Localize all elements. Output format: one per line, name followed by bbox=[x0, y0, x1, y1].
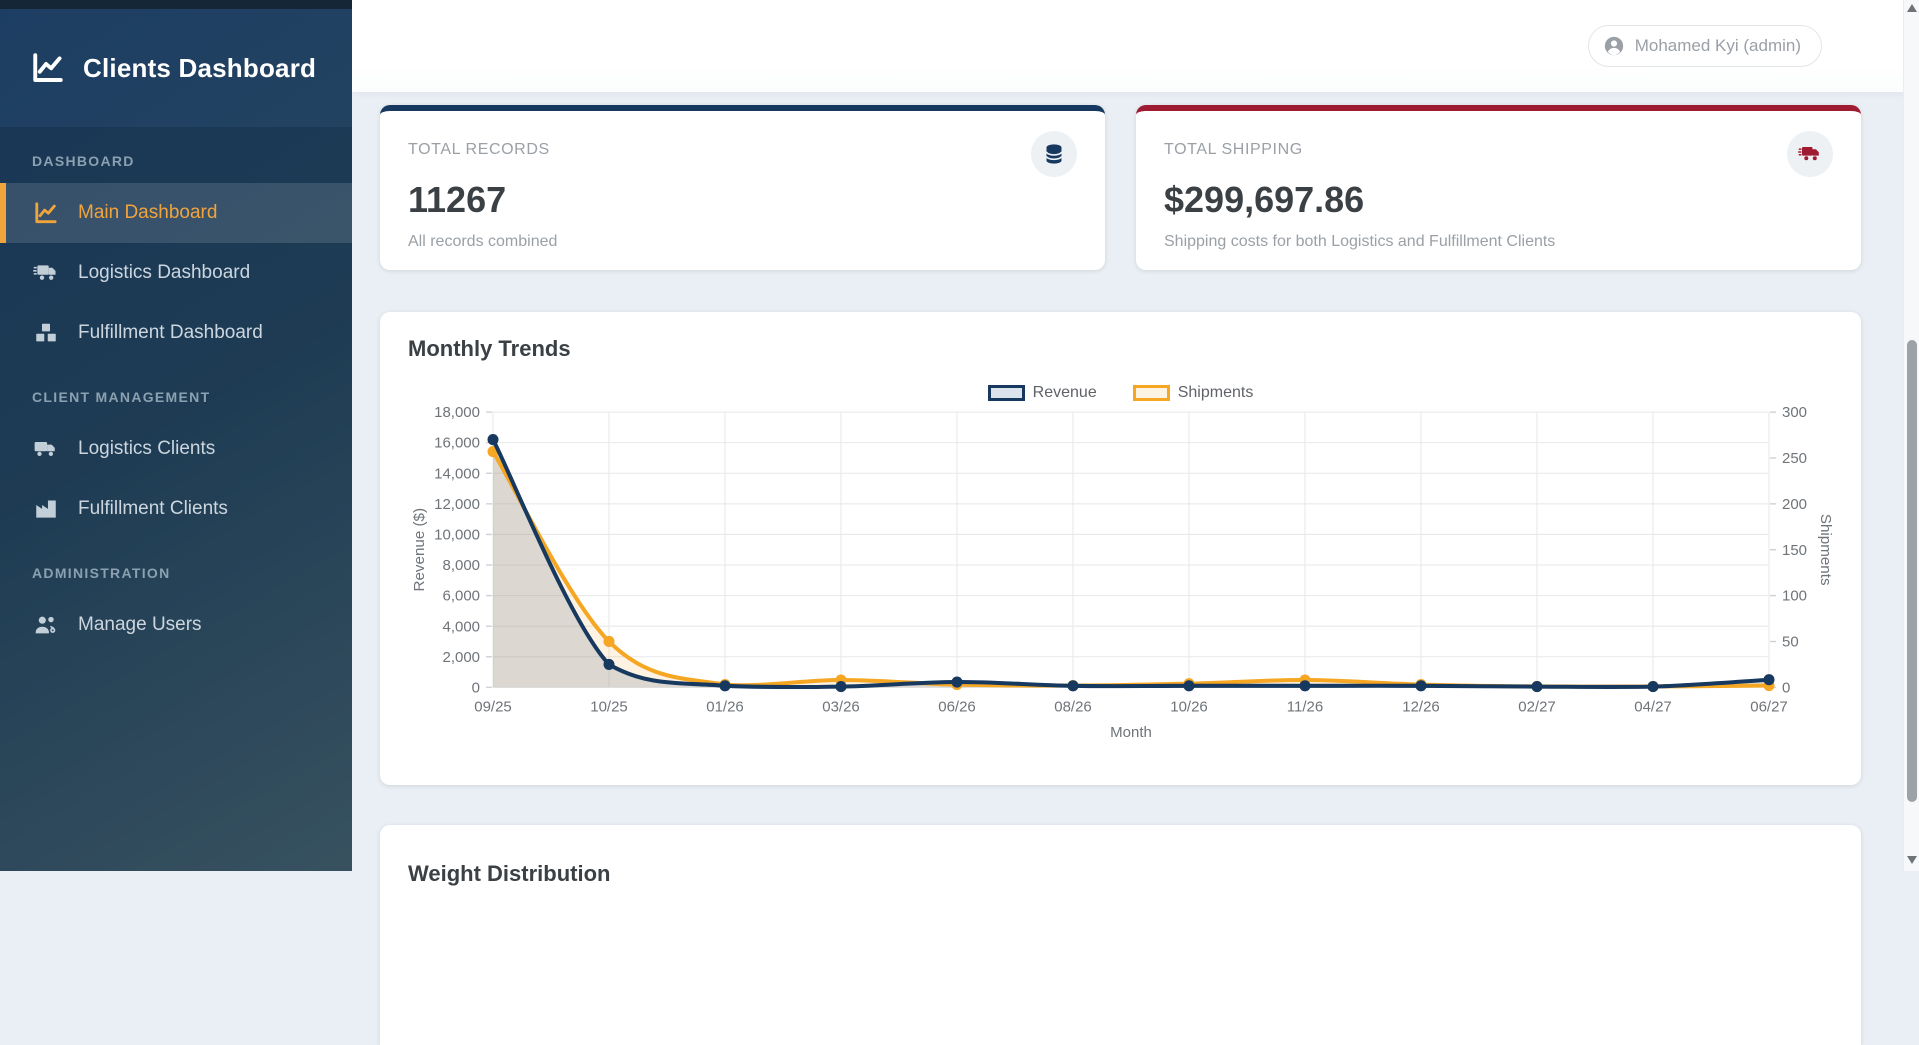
svg-text:03/26: 03/26 bbox=[822, 699, 860, 716]
svg-text:11/26: 11/26 bbox=[1287, 699, 1323, 716]
svg-text:0: 0 bbox=[1782, 679, 1790, 696]
svg-text:12/26: 12/26 bbox=[1402, 699, 1440, 716]
svg-text:Revenue ($): Revenue ($) bbox=[411, 508, 428, 591]
stat-value: $299,697.86 bbox=[1164, 179, 1365, 220]
svg-text:10/26: 10/26 bbox=[1170, 699, 1208, 716]
sidebar-item-label: Fulfillment Clients bbox=[78, 498, 228, 519]
sidebar-header: Clients Dashboard bbox=[0, 9, 352, 127]
stat-caption: All records combined bbox=[408, 233, 558, 250]
user-name: Mohamed Kyi (admin) bbox=[1634, 36, 1801, 55]
scrollbar-thumb[interactable] bbox=[1907, 340, 1917, 802]
stat-value: 11267 bbox=[408, 179, 507, 220]
svg-text:200: 200 bbox=[1782, 496, 1807, 513]
svg-text:16,000: 16,000 bbox=[434, 435, 480, 452]
sidebar-item-label: Manage Users bbox=[78, 614, 202, 635]
chart-title: Monthly Trends bbox=[408, 336, 571, 361]
sidebar-item-fulfillment-clients[interactable]: Fulfillment Clients bbox=[0, 479, 352, 539]
svg-text:0: 0 bbox=[472, 679, 480, 696]
svg-text:01/26: 01/26 bbox=[706, 699, 744, 716]
svg-text:50: 50 bbox=[1782, 633, 1799, 650]
sidebar-item-label: Logistics Dashboard bbox=[78, 262, 251, 283]
svg-text:100: 100 bbox=[1782, 588, 1807, 605]
sidebar-item-logistics-dashboard[interactable]: Logistics Dashboard bbox=[0, 243, 352, 303]
users-gear-icon bbox=[33, 612, 59, 638]
svg-text:02/27: 02/27 bbox=[1518, 699, 1556, 716]
sidebar-item-label: Main Dashboard bbox=[78, 202, 218, 223]
svg-text:6,000: 6,000 bbox=[442, 588, 480, 605]
stat-card-total-records: TOTAL RECORDS 11267 All records combined bbox=[380, 105, 1105, 270]
svg-text:Shipments: Shipments bbox=[1817, 514, 1833, 586]
sidebar-item-manage-users[interactable]: Manage Users bbox=[0, 595, 352, 655]
stat-label: TOTAL SHIPPING bbox=[1164, 141, 1303, 158]
stats-row: TOTAL RECORDS 11267 All records combined… bbox=[380, 105, 1861, 270]
section-label-administration: ADMINISTRATION bbox=[32, 565, 171, 581]
user-circle-icon bbox=[1603, 35, 1625, 57]
weight-distribution-card: Weight Distribution bbox=[380, 825, 1861, 1045]
stat-card-header: TOTAL RECORDS bbox=[408, 131, 1077, 177]
svg-text:06/27: 06/27 bbox=[1750, 699, 1788, 716]
svg-text:18,000: 18,000 bbox=[434, 404, 480, 421]
monthly-trends-chart: 18,000 16,000 14,000 12,000 10,000 8,000 6,000… bbox=[411, 404, 1833, 741]
svg-text:10/25: 10/25 bbox=[590, 699, 628, 716]
svg-text:250: 250 bbox=[1782, 450, 1807, 467]
svg-text:10,000: 10,000 bbox=[434, 526, 480, 543]
stat-icon-circle bbox=[1031, 131, 1077, 177]
truck-icon bbox=[33, 436, 59, 462]
page-scrollbar[interactable] bbox=[1903, 0, 1919, 871]
topbar: Mohamed Kyi (admin) bbox=[352, 0, 1919, 92]
svg-text:8,000: 8,000 bbox=[442, 557, 480, 574]
svg-text:14,000: 14,000 bbox=[434, 465, 480, 482]
svg-text:06/26: 06/26 bbox=[938, 699, 976, 716]
svg-text:2,000: 2,000 bbox=[442, 649, 480, 666]
sidebar-item-label: Logistics Clients bbox=[78, 438, 216, 459]
svg-text:04/27: 04/27 bbox=[1634, 699, 1672, 716]
svg-text:12,000: 12,000 bbox=[434, 496, 480, 513]
content: TOTAL RECORDS 11267 All records combined… bbox=[352, 92, 1919, 1045]
shipments-swatch-icon bbox=[1132, 385, 1170, 401]
svg-text:09/25: 09/25 bbox=[474, 699, 512, 716]
svg-text:4,000: 4,000 bbox=[442, 618, 480, 635]
stat-card-total-shipping: TOTAL SHIPPING $299,697.86 Shipping cost… bbox=[1136, 105, 1861, 270]
industry-icon bbox=[33, 496, 59, 522]
sidebar-item-logistics-clients[interactable]: Logistics Clients bbox=[0, 419, 352, 479]
sidebar-item-label: Fulfillment Dashboard bbox=[78, 322, 263, 343]
section-label-dashboard: DASHBOARD bbox=[32, 153, 135, 169]
sidebar-item-fulfillment-dashboard[interactable]: Fulfillment Dashboard bbox=[0, 303, 352, 363]
chart-legend: Revenue Shipments bbox=[408, 384, 1833, 402]
svg-text:08/26: 08/26 bbox=[1054, 699, 1092, 716]
card-title: Weight Distribution bbox=[408, 861, 611, 886]
main-area: Mohamed Kyi (admin) TOTAL RECORDS 11267 … bbox=[352, 0, 1919, 1045]
svg-text:300: 300 bbox=[1782, 404, 1807, 421]
chart-line-icon bbox=[30, 50, 66, 86]
app-title: Clients Dashboard bbox=[83, 52, 317, 83]
user-menu-chip[interactable]: Mohamed Kyi (admin) bbox=[1587, 25, 1822, 67]
legend-item-shipments[interactable]: Shipments bbox=[1132, 384, 1254, 402]
stat-label: TOTAL RECORDS bbox=[408, 141, 550, 158]
truck-fast-icon bbox=[33, 260, 59, 286]
stat-card-header: TOTAL SHIPPING bbox=[1164, 131, 1833, 177]
boxes-icon bbox=[33, 320, 59, 346]
database-icon bbox=[1042, 142, 1066, 166]
svg-text:150: 150 bbox=[1782, 542, 1807, 559]
section-label-client-management: CLIENT MANAGEMENT bbox=[32, 389, 211, 405]
stat-icon-circle bbox=[1787, 131, 1833, 177]
sidebar: Clients Dashboard DASHBOARD Main Dashboa… bbox=[0, 0, 352, 871]
legend-item-revenue[interactable]: Revenue bbox=[987, 384, 1097, 402]
sidebar-top-strip bbox=[0, 0, 352, 9]
sidebar-item-main-dashboard[interactable]: Main Dashboard bbox=[0, 183, 352, 243]
svg-text:Month: Month bbox=[1110, 724, 1152, 741]
stat-caption: Shipping costs for both Logistics and Fu… bbox=[1164, 233, 1556, 250]
revenue-swatch-icon bbox=[987, 385, 1025, 401]
chart-line-icon bbox=[33, 200, 59, 226]
legend-label: Shipments bbox=[1177, 384, 1254, 401]
legend-label: Revenue bbox=[1032, 384, 1097, 401]
sidebar-nav: DASHBOARD Main Dashboard Logistics Dashb… bbox=[0, 127, 352, 871]
truck-icon bbox=[1798, 142, 1822, 166]
monthly-trends-card: Monthly Trends Revenue Shipments 18,000 1… bbox=[380, 312, 1861, 785]
